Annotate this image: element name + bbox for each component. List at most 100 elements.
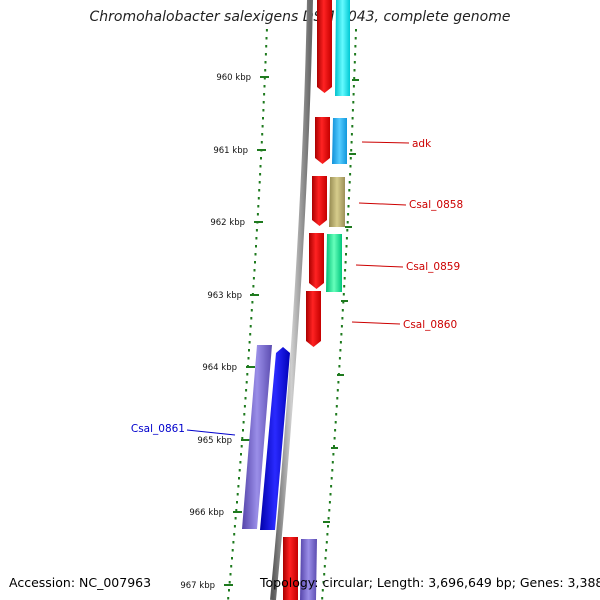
ruler-dot (258, 181, 261, 184)
ruler-dot (338, 365, 341, 368)
ruler-dot (264, 61, 267, 64)
ruler-label-965: 965 kbp (197, 436, 232, 446)
genome-backbone (270, 0, 313, 600)
ruler-dot (261, 133, 264, 136)
ruler-dot (262, 117, 264, 120)
gene-label-csal0859[interactable]: Csal_0859 (406, 261, 460, 273)
ruler-dot (255, 237, 258, 240)
gene-label-csal0861[interactable]: Csal_0861 (131, 423, 185, 435)
ruler-dot (262, 109, 265, 112)
gene-block-red-bottom[interactable] (283, 537, 298, 600)
ruler-dot (263, 93, 266, 96)
ruler-dot (239, 461, 242, 464)
ruler-dot (249, 333, 252, 336)
accession-text: Accession: NC_007963 (9, 575, 152, 590)
ruler-dot (343, 285, 346, 288)
ruler-dot (337, 381, 340, 384)
ruler-dot (232, 541, 235, 544)
ruler-dot (351, 117, 354, 120)
ruler-dot (330, 477, 333, 480)
ruler-dot (236, 501, 238, 504)
gene-block-red-csal0860[interactable] (306, 291, 321, 347)
ruler-label-966: 966 kbp (189, 508, 224, 518)
gene-block-csal0858[interactable] (329, 177, 345, 227)
ruler-dot (242, 421, 245, 424)
ruler-dot (344, 269, 347, 272)
ruler-tick-967: 967 kbp (180, 581, 233, 591)
gene-block-adk[interactable] (332, 118, 347, 164)
gene-label-adk[interactable]: adk (412, 138, 432, 150)
ruler-dot (233, 525, 236, 528)
ruler-dot (241, 437, 244, 440)
ruler-dot (350, 149, 353, 152)
ruler-dot (262, 101, 265, 104)
ruler-dot (325, 549, 328, 552)
ruler-dot (248, 349, 250, 352)
gene-block-red-1[interactable] (317, 0, 332, 93)
ruler-dot (324, 557, 327, 560)
ruler-dot (353, 69, 356, 72)
ruler-dot (321, 589, 324, 592)
ruler-dot (235, 509, 238, 512)
ruler-dot (236, 493, 239, 496)
ruler-dot (341, 317, 344, 320)
ruler-dot (243, 405, 246, 408)
ruler-dot (230, 565, 233, 568)
gene-block-cyan-top[interactable] (335, 0, 350, 96)
ruler-dot (238, 469, 241, 472)
ruler-dot (333, 445, 335, 448)
ruler-dot (343, 277, 346, 280)
gene-block-red-adk[interactable] (315, 117, 330, 164)
gene-block-csal0861[interactable] (242, 345, 272, 529)
ruler-dot (342, 293, 345, 296)
ruler-dot (346, 229, 349, 232)
gene-label-connectors (186, 141, 410, 436)
ruler-label-964: 964 kbp (202, 363, 237, 373)
ruler-dot (265, 45, 268, 48)
ruler-dot (349, 173, 352, 176)
ruler-dot (260, 141, 263, 144)
ruler-dot (354, 53, 357, 56)
ruler-dot (345, 253, 347, 256)
gene-label-csal0858[interactable]: Csal_0858 (409, 199, 463, 211)
gene-block-purple-bottom[interactable] (300, 539, 317, 600)
ruler-dot (259, 165, 262, 168)
gene-block-blue-reverse[interactable] (260, 347, 290, 530)
ruler-dot (323, 565, 326, 568)
ruler-dot (233, 533, 236, 536)
ruler-dot (327, 525, 329, 528)
ruler-tick-960: 960 kbp (216, 73, 269, 83)
ruler-dot (350, 133, 353, 136)
ruler-dot (248, 341, 251, 344)
ruler-dot (229, 573, 232, 576)
ruler-dot (237, 485, 240, 488)
ruler-dot (251, 301, 254, 304)
ruler-dot (329, 493, 332, 496)
ruler-dot (264, 53, 267, 56)
ruler-dot (257, 205, 260, 208)
ruler-dot (333, 437, 336, 440)
ruler-dot (253, 269, 256, 272)
ruler-dot (254, 253, 257, 256)
gene-label-csal0860[interactable]: Csal_0860 (403, 319, 457, 331)
gene-block-csal0859[interactable] (326, 234, 342, 292)
ruler-dot (341, 309, 344, 312)
ruler-tick-962: 962 kbp (210, 218, 263, 228)
ruler-dot (325, 541, 328, 544)
ruler-dot (234, 517, 237, 520)
ruler-dot (244, 397, 247, 400)
ruler-dot (242, 429, 244, 432)
ruler-dot (352, 101, 355, 104)
ruler-label-960: 960 kbp (216, 73, 251, 83)
ruler-dot (257, 197, 260, 200)
ruler-tick-963: 963 kbp (207, 291, 259, 301)
ruler-dot (245, 381, 248, 384)
ruler-dot (255, 229, 258, 232)
ruler-dot (351, 109, 354, 112)
ruler-dot (264, 69, 267, 72)
gene-block-red-csal0858[interactable] (312, 176, 327, 226)
ruler-dot (342, 301, 345, 304)
ruler-dot (249, 325, 252, 328)
ruler-dot (238, 477, 240, 480)
gene-block-red-csal0859[interactable] (309, 233, 324, 289)
